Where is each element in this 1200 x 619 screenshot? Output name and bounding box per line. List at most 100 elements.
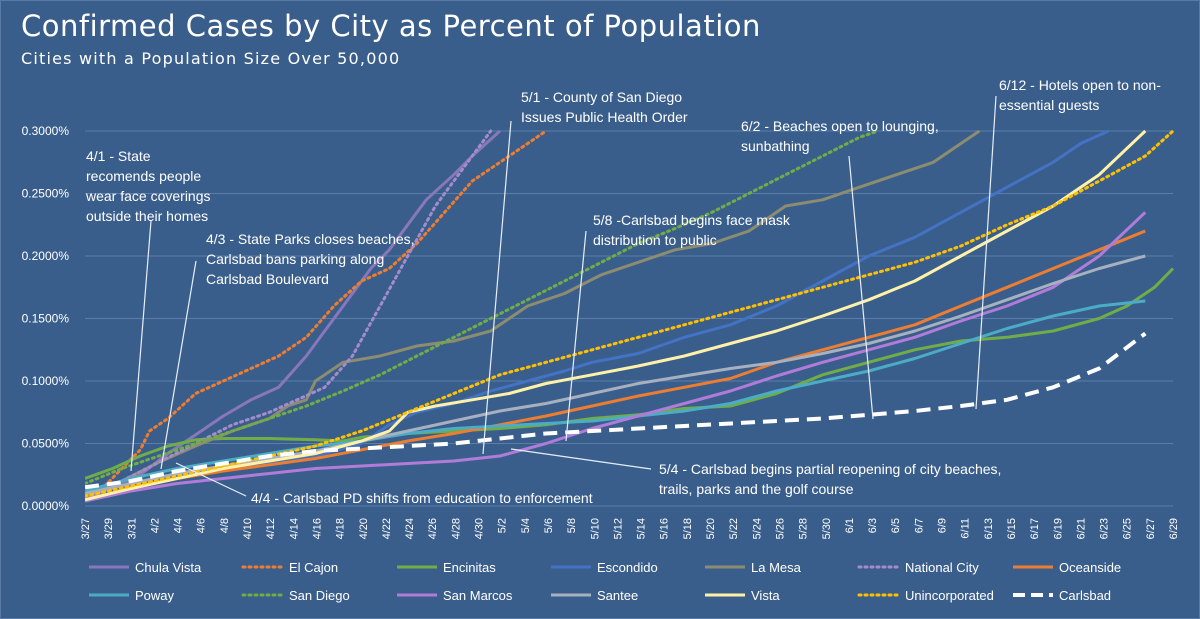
x-tick-label: 3/29 — [103, 518, 115, 539]
series-line-la-mesa — [85, 129, 981, 498]
x-tick-label: 6/13 — [983, 518, 995, 539]
annotation-text: 5/4 - Carlsbad begins partial reopening … — [659, 461, 1001, 477]
series-line-poway — [85, 299, 1146, 493]
annotation-pointer — [160, 260, 197, 470]
x-tick-label: 5/10 — [589, 518, 601, 539]
x-tick-label: 5/28 — [798, 518, 810, 539]
legend-label: El Cajon — [289, 560, 338, 575]
x-tick-label: 6/23 — [1099, 518, 1111, 539]
series-line-carlsbad — [85, 331, 1147, 490]
x-tick-label: 4/8 — [219, 518, 231, 533]
x-tick-label: 5/16 — [659, 518, 671, 539]
annotation-text: 6/2 - Beaches open to lounging, — [741, 118, 939, 134]
x-tick-label: 6/9 — [937, 518, 949, 533]
series-line-escondido — [85, 129, 1110, 503]
x-tick-label: 4/6 — [196, 518, 208, 533]
annotation-text: Carlsbad bans parking along — [206, 251, 384, 267]
x-tick-label: 5/2 — [497, 518, 509, 533]
x-tick-label: 6/17 — [1029, 518, 1041, 539]
annotation-text: outside their homes — [86, 208, 208, 224]
x-tick-label: 6/15 — [1006, 518, 1018, 539]
y-tick-label: 0.1500% — [22, 312, 70, 326]
x-tick-label: 4/20 — [358, 518, 370, 539]
series-line-santee — [85, 254, 1146, 495]
annotation-text: 5/1 - County of San Diego — [521, 89, 682, 105]
annotation-pointer — [975, 95, 997, 410]
y-tick-label: 0.0500% — [22, 437, 70, 451]
x-tick-label: 4/28 — [450, 518, 462, 539]
annotation-pointer — [175, 462, 247, 497]
x-tick-label: 5/22 — [728, 518, 740, 539]
x-tick-label: 4/26 — [427, 518, 439, 539]
series-line-san-marcos — [85, 211, 1147, 503]
y-tick-label: 0.1000% — [22, 374, 70, 388]
legend-label: Escondido — [597, 560, 658, 575]
x-tick-label: 6/5 — [890, 518, 902, 533]
legend-label: Encinitas — [443, 560, 496, 575]
annotation-text: sunbathing — [741, 138, 810, 154]
legend-label: Unincorporated — [905, 588, 994, 603]
legend-label: Poway — [135, 588, 175, 603]
series-line-oceanside — [85, 229, 1146, 503]
annotation-pointer — [482, 120, 512, 455]
x-tick-label: 5/30 — [821, 518, 833, 539]
annotation-text: trails, parks and the golf course — [659, 481, 854, 497]
legend-label: La Mesa — [751, 560, 802, 575]
series-line-el-cajon — [85, 129, 548, 502]
x-tick-label: 4/18 — [335, 518, 347, 539]
annotation-text: essential guests — [999, 97, 1099, 113]
annotation-pointer — [510, 448, 652, 470]
x-tick-label: 6/21 — [1075, 518, 1087, 539]
x-tick-label: 4/24 — [404, 518, 416, 539]
y-tick-label: 0.2500% — [22, 187, 70, 201]
annotation-text: 5/8 -Carlsbad begins face mask — [593, 212, 791, 228]
x-tick-label: 6/25 — [1122, 518, 1134, 539]
x-tick-label: 4/30 — [474, 518, 486, 539]
annotation-text: 4/3 - State Parks closes beaches, — [206, 231, 415, 247]
chart-subtitle: Cities with a Population Size Over 50,00… — [21, 49, 401, 68]
x-tick-label: 5/24 — [751, 518, 763, 539]
annotation-text: 6/12 - Hotels open to non- — [999, 77, 1161, 93]
x-tick-label: 5/20 — [705, 518, 717, 539]
x-tick-label: 6/27 — [1145, 518, 1157, 539]
x-tick-label: 6/3 — [867, 518, 879, 533]
legend-label: Santee — [597, 588, 638, 603]
x-tick-label: 5/18 — [682, 518, 694, 539]
x-tick-label: 4/12 — [265, 518, 277, 539]
y-tick-label: 0.2000% — [22, 249, 70, 263]
x-tick-label: 4/16 — [311, 518, 323, 539]
x-tick-label: 5/4 — [520, 518, 532, 533]
x-tick-label: 5/14 — [636, 518, 648, 539]
x-tick-label: 4/22 — [381, 518, 393, 539]
x-tick-label: 6/11 — [960, 518, 972, 539]
annotation-pointer — [565, 230, 587, 442]
legend-label: San Diego — [289, 588, 350, 603]
x-tick-label: 5/12 — [612, 518, 624, 539]
annotation-text: 4/4 - Carlsbad PD shifts from education … — [251, 490, 593, 506]
annotation-text: 4/1 - State — [86, 148, 151, 164]
series-line-chula-vista — [85, 129, 501, 500]
y-tick-label: 0.0000% — [22, 499, 70, 513]
x-tick-label: 4/4 — [173, 518, 185, 533]
legend-label: Carlsbad — [1059, 588, 1111, 603]
chart-title: Confirmed Cases by City as Percent of Po… — [21, 9, 761, 43]
legend-label: Oceanside — [1059, 560, 1121, 575]
series-line-vista — [85, 129, 1147, 502]
x-tick-label: 6/7 — [913, 518, 925, 533]
annotation-text: Carlsbad Boulevard — [206, 271, 329, 287]
x-tick-label: 5/6 — [543, 518, 555, 533]
x-tick-label: 5/8 — [566, 518, 578, 533]
annotation-text: wear face coverings — [85, 188, 211, 204]
legend-label: Vista — [751, 588, 780, 603]
annotation-text: recomends people — [86, 168, 201, 184]
x-tick-label: 4/10 — [242, 518, 254, 539]
x-tick-label: 6/29 — [1168, 518, 1180, 539]
x-tick-label: 4/14 — [288, 518, 300, 539]
series-line-national-city — [85, 129, 493, 502]
y-tick-label: 0.3000% — [22, 124, 70, 138]
legend-label: National City — [905, 560, 979, 575]
series-line-san-diego — [85, 129, 880, 485]
legend-label: San Marcos — [443, 588, 513, 603]
x-tick-label: 3/31 — [126, 518, 138, 539]
